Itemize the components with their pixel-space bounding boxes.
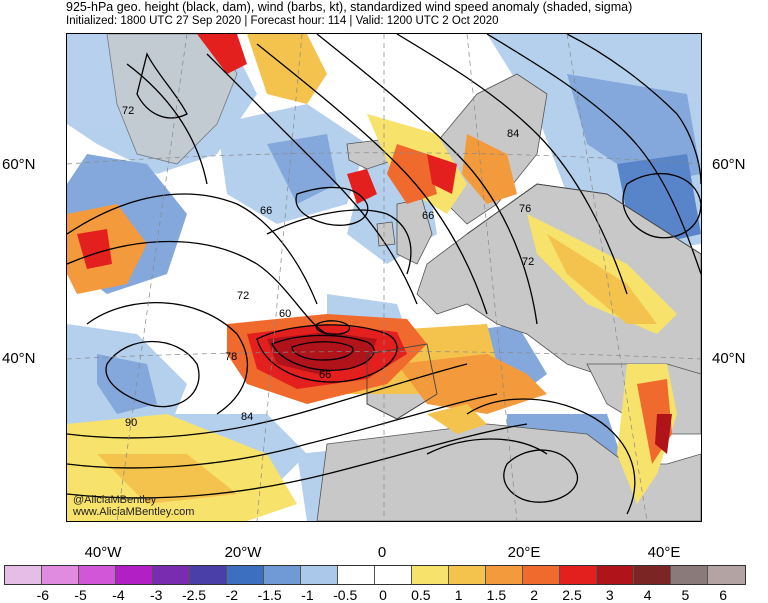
contour-label: 66 (260, 205, 272, 217)
colorbar-swatch (708, 566, 745, 584)
colorbar-swatch (449, 566, 486, 584)
colorbar (4, 565, 746, 585)
colorbar-swatch (671, 566, 708, 584)
contour-labels: 72 84 66 66 76 72 72 60 78 84 66 90 (122, 105, 534, 429)
lat-label-60n-left: 60°N (2, 156, 36, 173)
colorbar-label: -6 (36, 587, 50, 603)
colorbar-swatch (79, 566, 116, 584)
colorbar-swatch (116, 566, 153, 584)
height-contours (67, 34, 701, 515)
colorbar-label: 2.5 (562, 587, 582, 603)
lat-label-40n-left: 40°N (2, 350, 36, 367)
colorbar-swatch (5, 566, 42, 584)
lon-label-20e: 20°E (507, 544, 541, 561)
contour-label: 84 (241, 411, 253, 423)
map-panel: 72 84 66 66 76 72 72 60 78 84 66 90 @Ali… (66, 33, 702, 522)
colorbar-label: 5 (681, 587, 690, 603)
colorbar-swatch (634, 566, 671, 584)
colorbar-swatch (227, 566, 264, 584)
colorbar-label: -4 (112, 587, 125, 603)
colorbar-label: -5 (74, 587, 87, 603)
colorbar-label: 1.5 (486, 587, 507, 603)
colorbar-label: 6 (719, 587, 728, 603)
contour-label: 78 (225, 351, 237, 363)
contour-label: 90 (125, 417, 137, 429)
colorbar-label: 1 (454, 587, 463, 603)
contour-label: 66 (422, 210, 434, 222)
credit-website: www.AliciaMBentley.com (73, 506, 195, 518)
graticule (67, 34, 701, 521)
map-subtitle: Initialized: 1800 UTC 27 Sep 2020 | Fore… (66, 15, 499, 27)
colorbar-label: 0 (379, 587, 387, 603)
colorbar-labels: -6 -5 -4 -3 -2.5 -2 -1.5 -1 -0.5 0 0.5 1 1.5 2 2.5 3 4 5 6 (0, 587, 768, 603)
colorbar-swatch (153, 566, 190, 584)
colorbar-label: 0.5 (411, 587, 431, 603)
map-title: 925-hPa geo. height (black, dam), wind (… (66, 0, 633, 14)
contour-label: 66 (319, 369, 331, 381)
credit-handle: @AliciaMBentley (73, 494, 157, 506)
lon-label-0: 0 (377, 544, 387, 561)
lat-label-60n-right: 60°N (712, 156, 746, 173)
colorbar-swatch (301, 566, 338, 584)
lat-label-40n-right: 40°N (712, 350, 746, 367)
colorbar-label: 4 (643, 587, 652, 603)
coastlines (366, 183, 701, 420)
colorbar-label: -2.5 (181, 587, 207, 603)
colorbar-swatch (375, 566, 412, 584)
colorbar-label: 2 (530, 587, 539, 603)
colorbar-swatch (190, 566, 227, 584)
lon-label-20w: 20°W (224, 544, 262, 561)
colorbar-swatch (42, 566, 79, 584)
colorbar-swatch (523, 566, 560, 584)
colorbar-swatch (338, 566, 375, 584)
contour-label: 72 (122, 105, 134, 117)
contour-label: 76 (519, 203, 531, 215)
colorbar-label: 3 (605, 587, 614, 603)
colorbar-label: -2 (225, 587, 239, 603)
colorbar-swatch (412, 566, 449, 584)
colorbar-label: -1 (301, 587, 314, 603)
map-canvas: 72 84 66 66 76 72 72 60 78 84 66 90 (67, 34, 701, 521)
colorbar-label: -0.5 (333, 587, 358, 603)
lon-label-40e: 40°E (647, 544, 681, 561)
colorbar-swatch (560, 566, 597, 584)
colorbar-swatch (264, 566, 301, 584)
colorbar-label: -1.5 (257, 587, 282, 603)
contour-label: 84 (507, 128, 519, 140)
land-masses (106, 34, 701, 521)
colorbar-swatch (486, 566, 523, 584)
contour-label: 72 (237, 290, 249, 302)
lon-label-40w: 40°W (84, 544, 122, 561)
contour-label: 72 (522, 256, 534, 268)
colorbar-label: -3 (149, 587, 163, 603)
contour-label: 60 (279, 308, 291, 320)
colorbar-swatch (597, 566, 634, 584)
